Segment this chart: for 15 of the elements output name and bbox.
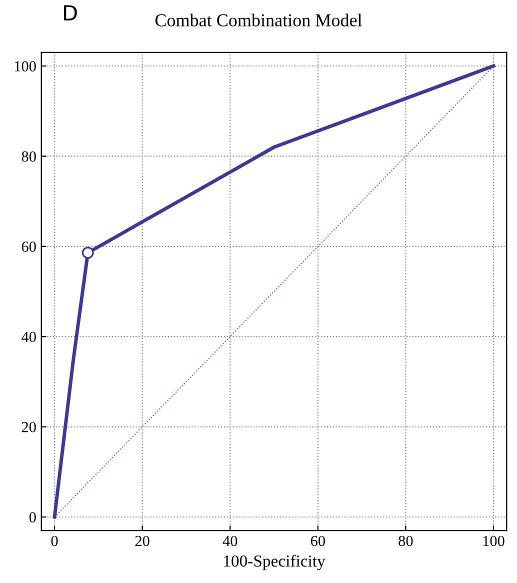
x-axis-title: 100-Specificity [224,554,326,570]
x-tick-label: 80 [398,536,413,546]
y-tick-label: 80 [22,151,36,162]
x-tick-label: 100 [483,536,504,546]
y-tick-label: 100 [14,61,36,72]
x-tick-label: 20 [135,536,150,546]
y-tick-label: 40 [22,332,36,342]
x-tick-label: 40 [222,536,238,546]
y-tick-label: 0 [29,512,36,522]
y-tick-label: 20 [22,422,36,432]
x-tick-label: 60 [310,536,325,546]
y-tick-label: 60 [22,242,36,252]
x-tick-label: 0 [51,536,58,546]
text: D [64,5,77,20]
chart-title: Combat Combination Model [155,14,362,26]
